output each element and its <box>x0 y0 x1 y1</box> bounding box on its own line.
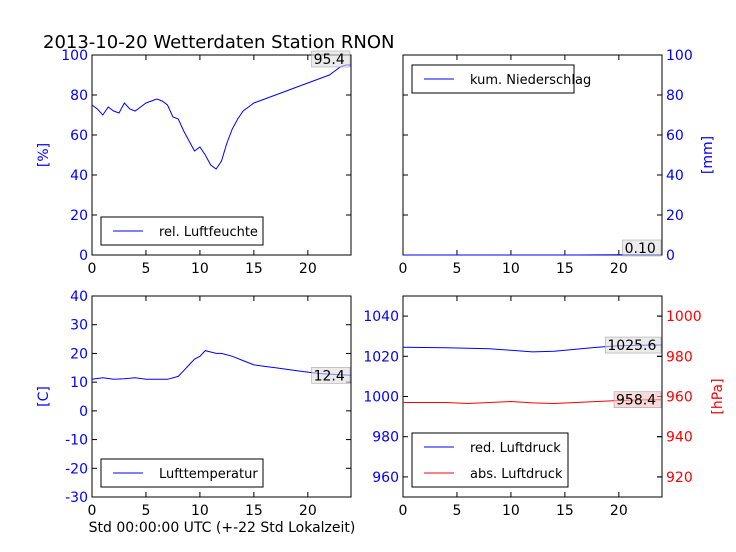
y-tick-label: 0 <box>79 248 88 264</box>
value-label-box <box>605 336 662 354</box>
series-line-temperature-0 <box>91 350 352 380</box>
y-tick-label: 20 <box>70 208 88 224</box>
x-tick-label: 0 <box>88 261 97 277</box>
legend: kum. Niederschlag <box>411 64 591 94</box>
x-tick-label: 0 <box>399 503 408 519</box>
value-label: 12.4 <box>314 368 345 384</box>
y2-tick-label: 920 <box>666 470 693 486</box>
y2-tick-label: 960 <box>666 390 693 406</box>
chart-panel-temperature: 0 5 10 15 20 -30 -20 -10 0 10 20 30 40 [C] Lufttempera… <box>36 289 352 519</box>
legend-entry: Lufttemperatur <box>159 467 258 482</box>
legend: rel. Luftfeuchte <box>100 216 264 246</box>
y-tick-label: 60 <box>70 128 88 144</box>
value-label: 95.4 <box>314 52 345 68</box>
y2-tick-label: 940 <box>666 430 693 446</box>
value-label-box <box>613 391 662 408</box>
legend-entry: kum. Niederschlag <box>470 73 591 88</box>
y-tick-label: 10 <box>70 375 88 391</box>
y-tick-label: 960 <box>372 470 399 486</box>
y-tick-label: 20 <box>666 208 684 224</box>
legend-box <box>100 216 264 246</box>
value-label: 0.10 <box>625 241 656 257</box>
y-tick-label: 100 <box>61 48 88 64</box>
legend: Lufttemperatur <box>100 458 264 488</box>
y-tick-label: 0 <box>666 248 675 264</box>
value-label: 958.4 <box>616 393 656 409</box>
series-line-humidity-0 <box>91 64 351 170</box>
y-tick-label: 40 <box>70 289 88 305</box>
y2-axis-label: [hPa] <box>710 378 726 414</box>
x-axis-footer-label: Std 00:00:00 UTC (+-22 Std Lokalzeit) <box>89 520 356 536</box>
x-tick-label: 10 <box>502 503 520 519</box>
chart-panel-humidity: 0 5 10 15 20 0 20 40 60 80 100 [%] rel. Luftfeuchte 9… <box>36 48 352 277</box>
legend-entry: rel. Luftfeuchte <box>159 225 258 240</box>
y2-tick-label: 1000 <box>666 309 702 325</box>
x-tick-label: 0 <box>399 261 408 277</box>
y-axis-label: [mm] <box>700 136 716 174</box>
y-tick-label: 30 <box>70 318 88 334</box>
y-tick-label: 100 <box>666 48 693 64</box>
x-tick-label: 5 <box>452 503 461 519</box>
x-tick-label: 5 <box>141 503 150 519</box>
y2-tick-label: 980 <box>666 349 693 365</box>
value-label-box <box>622 239 662 257</box>
y-tick-label: 1040 <box>363 309 399 325</box>
x-tick-label: 10 <box>191 503 209 519</box>
y-tick-label: 0 <box>79 404 88 420</box>
y-tick-label: 1000 <box>363 390 399 406</box>
x-tick-label: 15 <box>245 261 263 277</box>
chart-panel-precipitation: 0 5 10 15 20 0 20 40 60 80 100 [mm] kum. Niederschla… <box>399 48 716 277</box>
legend-entry: red. Luftdruck <box>470 441 561 456</box>
chart-panel-pressure: 0 5 10 15 20 960 980 1000 1020 1040 920 940 960 980 10… <box>363 295 726 519</box>
y-tick-label: -30 <box>65 490 88 506</box>
legend-entry: abs. Luftdruck <box>470 467 563 482</box>
y-tick-label: 80 <box>70 88 88 104</box>
x-tick-label: 10 <box>502 261 520 277</box>
y-tick-label: -10 <box>65 433 88 449</box>
y-tick-label: 80 <box>666 88 684 104</box>
y-tick-label: 40 <box>666 168 684 184</box>
x-tick-label: 20 <box>610 261 628 277</box>
value-label-box <box>311 367 351 384</box>
y-tick-label: 1020 <box>363 349 399 365</box>
y-tick-label: -20 <box>65 461 88 477</box>
x-tick-label: 15 <box>556 261 574 277</box>
x-tick-label: 20 <box>299 261 317 277</box>
x-tick-label: 20 <box>610 503 628 519</box>
value-label: 1025.6 <box>607 338 656 354</box>
x-tick-label: 15 <box>556 503 574 519</box>
legend-box <box>411 432 569 488</box>
x-tick-label: 20 <box>299 503 317 519</box>
y-tick-label: 60 <box>666 128 684 144</box>
legend: red. Luftdruck abs. Luftdruck <box>411 432 569 488</box>
x-tick-label: 5 <box>452 261 461 277</box>
y-tick-label: 980 <box>372 430 399 446</box>
x-tick-label: 0 <box>88 503 97 519</box>
figure-title: 2013-10-20 Wetterdaten Station RNON <box>43 32 394 53</box>
x-tick-label: 5 <box>141 261 150 277</box>
value-label-box <box>311 50 351 68</box>
x-tick-label: 10 <box>191 261 209 277</box>
x-tick-label: 15 <box>245 503 263 519</box>
y-tick-label: 20 <box>70 346 88 362</box>
y-tick-label: 40 <box>70 168 88 184</box>
y-axis-label: [%] <box>36 143 52 167</box>
y-axis-label: [C] <box>36 386 52 407</box>
